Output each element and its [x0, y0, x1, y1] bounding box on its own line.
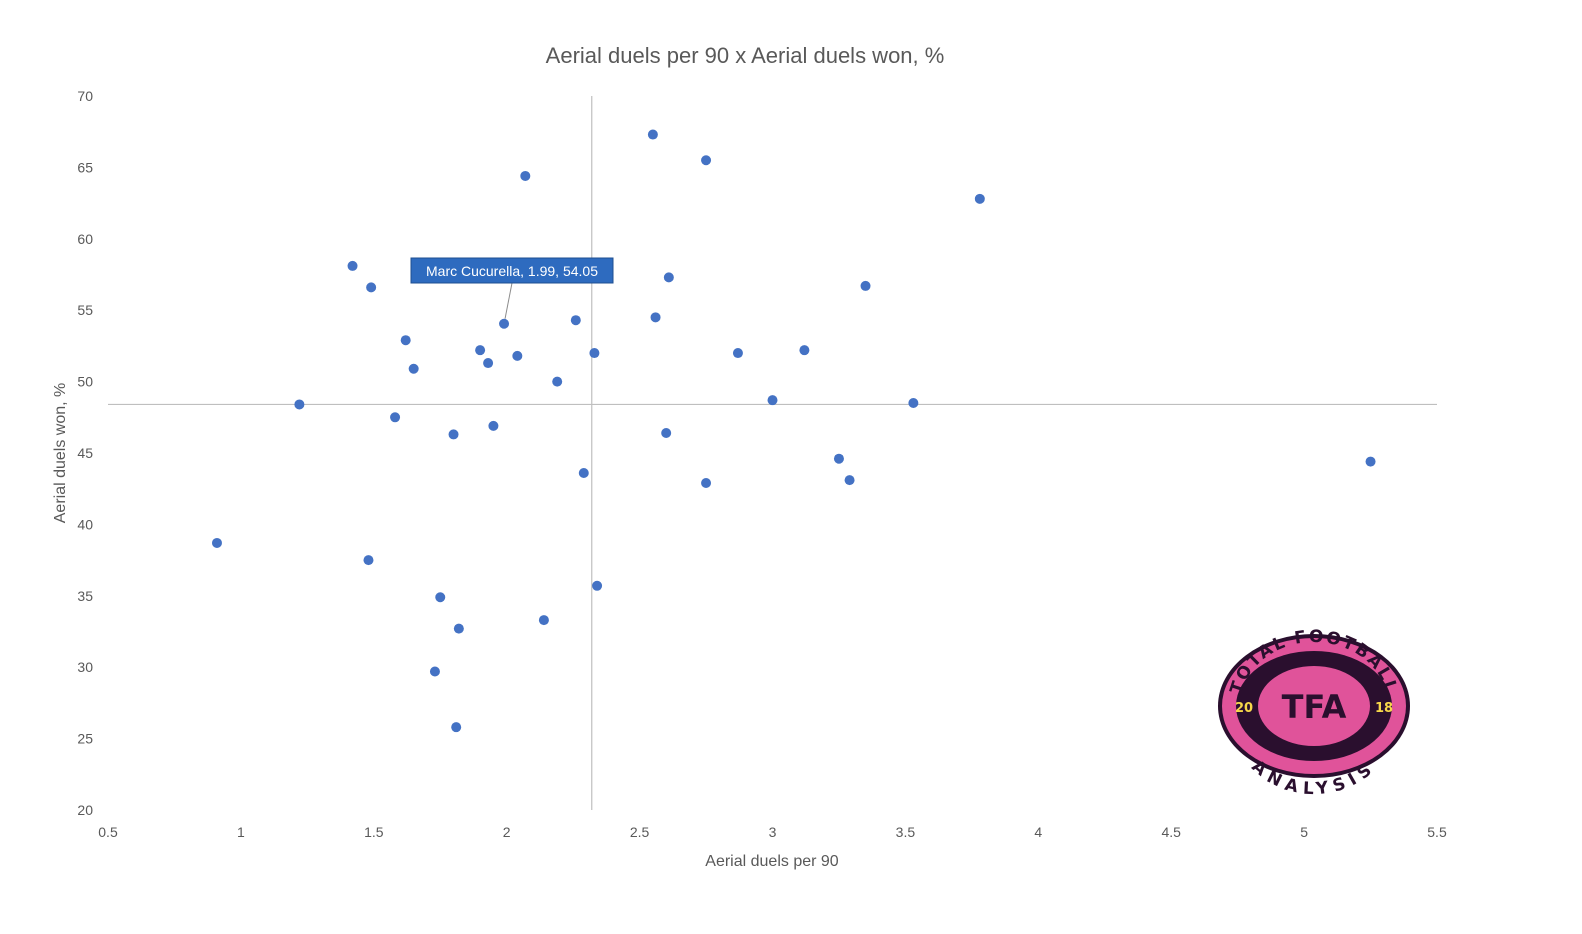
- data-point: [974, 193, 985, 204]
- data-point: [499, 318, 510, 329]
- data-point: [366, 282, 377, 293]
- data-point: [701, 477, 712, 488]
- data-point: [767, 395, 778, 406]
- data-point: [488, 420, 499, 431]
- data-point: [589, 348, 600, 359]
- data-point: [833, 453, 844, 464]
- data-point: [451, 722, 462, 733]
- data-point: [578, 467, 589, 478]
- x-tick-label: 3: [769, 824, 777, 840]
- annotation-callout: Marc Cucurella, 1.99, 54.05: [410, 257, 614, 319]
- x-tick-label: 3.5: [896, 824, 916, 840]
- tfa-logo: TOTAL FOOTBALL ANALYSIS TFA 20 18: [1218, 627, 1410, 800]
- data-point: [908, 398, 919, 409]
- data-point: [592, 580, 603, 591]
- data-point: [663, 272, 674, 283]
- data-point: [538, 615, 549, 626]
- data-point: [347, 260, 358, 271]
- y-tick-label: 25: [77, 731, 93, 747]
- x-tick-label: 5: [1300, 824, 1308, 840]
- x-axis-label: Aerial duels per 90: [705, 853, 839, 870]
- callout-leader-line: [504, 282, 513, 319]
- data-point: [650, 312, 661, 323]
- x-tick-label: 5.5: [1427, 824, 1447, 840]
- data-point: [860, 280, 871, 291]
- data-points: [211, 129, 1376, 733]
- data-point: [475, 345, 486, 356]
- y-tick-label: 40: [77, 516, 93, 532]
- x-tick-label: 4: [1034, 824, 1042, 840]
- data-point: [483, 358, 494, 369]
- data-point: [1365, 456, 1376, 467]
- y-tick-label: 55: [77, 302, 93, 318]
- data-point: [520, 170, 531, 181]
- data-point: [448, 429, 459, 440]
- x-tick-label: 2: [503, 824, 511, 840]
- data-point: [701, 155, 712, 166]
- y-axis-ticks: 20 25 30 35 40 45 50 55 60 65 70: [77, 88, 93, 818]
- data-point: [363, 555, 374, 566]
- data-point: [453, 623, 464, 634]
- y-tick-label: 60: [77, 231, 93, 247]
- y-tick-label: 70: [77, 88, 93, 104]
- data-point: [294, 399, 305, 410]
- data-point: [799, 345, 810, 356]
- callout-label: Marc Cucurella, 1.99, 54.05: [426, 263, 598, 279]
- data-point: [661, 428, 672, 439]
- data-point: [552, 376, 563, 387]
- logo-inner-disc: [1258, 666, 1370, 746]
- logo-year-right: 18: [1375, 701, 1393, 716]
- data-point: [400, 335, 411, 346]
- y-axis-label: Aerial duels won, %: [52, 383, 69, 524]
- logo-year-left: 20: [1235, 701, 1253, 716]
- data-point: [211, 537, 222, 548]
- y-tick-label: 20: [77, 802, 93, 818]
- y-tick-label: 45: [77, 445, 93, 461]
- y-tick-label: 30: [77, 659, 93, 675]
- callout-box: [410, 257, 614, 284]
- data-point: [390, 412, 401, 423]
- x-tick-label: 1.5: [364, 824, 384, 840]
- data-point: [512, 350, 523, 361]
- data-point: [647, 129, 658, 140]
- data-point: [844, 475, 855, 486]
- data-point: [435, 592, 446, 603]
- data-point: [429, 666, 440, 677]
- x-tick-label: 2.5: [630, 824, 650, 840]
- chart-title: Aerial duels per 90 x Aerial duels won, …: [546, 43, 945, 68]
- x-axis-ticks: 0.5 1 1.5 2 2.5 3 3.5 4 4.5 5 5.5: [98, 824, 1447, 840]
- x-tick-label: 0.5: [98, 824, 118, 840]
- y-tick-label: 65: [77, 159, 93, 175]
- data-point: [732, 348, 743, 359]
- y-tick-label: 35: [77, 588, 93, 604]
- data-point: [408, 363, 419, 374]
- x-tick-label: 4.5: [1161, 824, 1181, 840]
- y-tick-label: 50: [77, 374, 93, 390]
- data-point: [570, 315, 581, 326]
- logo-center-text: TFA: [1282, 688, 1347, 726]
- x-tick-label: 1: [237, 824, 245, 840]
